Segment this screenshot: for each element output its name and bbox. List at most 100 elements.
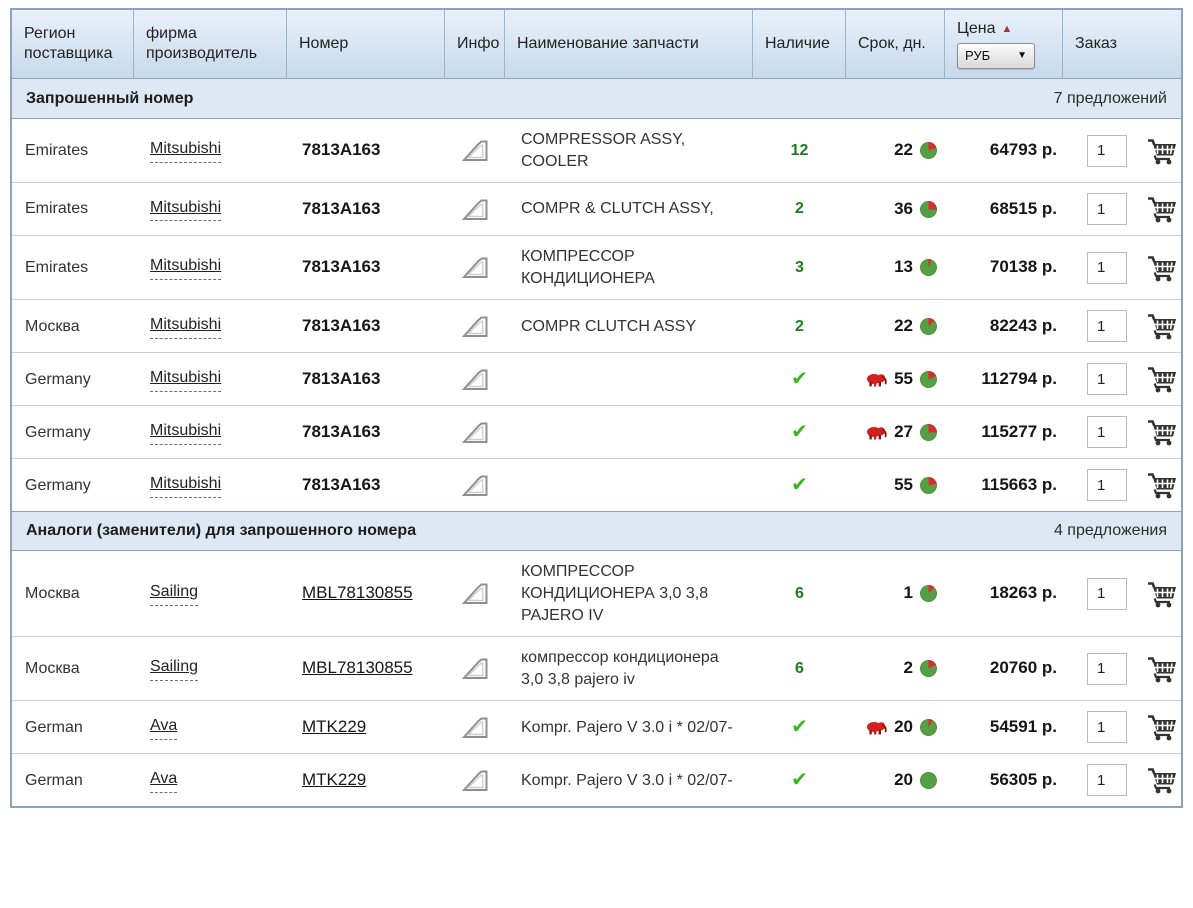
- part-photo-info-button[interactable]: [461, 716, 489, 739]
- availability-cell: 2 ✔: [753, 300, 846, 352]
- brand-link[interactable]: Mitsubishi: [150, 420, 222, 445]
- brand-cell: Mitsubishi: [134, 459, 287, 511]
- brand-link[interactable]: Mitsubishi: [150, 138, 222, 163]
- supplier-region: Germany: [25, 476, 91, 494]
- part-number: 7813A163: [302, 257, 381, 277]
- part-photo-info-button[interactable]: [461, 474, 489, 497]
- part-photo-info-button[interactable]: [461, 198, 489, 221]
- supplier-region-cell: Emirates: [12, 236, 134, 299]
- chevron-down-icon: ▼: [1017, 49, 1027, 61]
- part-name-cell: [505, 459, 753, 511]
- col-header-number: Номер: [287, 10, 445, 79]
- price-sort-link[interactable]: Цена: [957, 20, 996, 37]
- part-photo-info-button[interactable]: [461, 368, 489, 391]
- term-days: 55: [894, 368, 913, 388]
- brand-link[interactable]: Ava: [150, 768, 178, 793]
- part-photo-info-button[interactable]: [461, 769, 489, 792]
- quantity-input[interactable]: [1087, 193, 1127, 226]
- availability-count: 12: [790, 141, 809, 159]
- part-photo-info-button[interactable]: [461, 657, 489, 680]
- quantity-input[interactable]: [1087, 134, 1127, 167]
- add-to-cart-button[interactable]: [1147, 195, 1178, 223]
- brand-cell: Mitsubishi: [134, 119, 287, 182]
- col-header-region: Регион поставщика: [12, 10, 134, 79]
- sort-ascending-icon[interactable]: ▲: [1001, 22, 1013, 35]
- term-days: 1: [903, 583, 913, 603]
- offer-row: Germany Mitsubishi 7813A163 ✔: [12, 405, 1181, 459]
- price: 68515 р.: [989, 198, 1057, 218]
- term-cell: 55: [846, 353, 945, 405]
- part-name-cell: COMPR CLUTCH ASSY: [505, 300, 753, 352]
- page: Регион поставщика фирма производитель Но…: [10, 8, 1183, 809]
- red-elephant-icon: [866, 372, 887, 387]
- order-cell: [1063, 701, 1182, 753]
- price: 82243 р.: [989, 315, 1057, 335]
- quantity-input[interactable]: [1087, 363, 1127, 396]
- brand-link[interactable]: Ava: [150, 715, 178, 740]
- add-to-cart-button[interactable]: [1147, 655, 1178, 683]
- quantity-input[interactable]: [1087, 310, 1127, 343]
- brand-link[interactable]: Mitsubishi: [150, 473, 222, 498]
- brand-cell: Mitsubishi: [134, 353, 287, 405]
- order-cell: [1063, 183, 1182, 235]
- brand-link[interactable]: Mitsubishi: [150, 314, 222, 339]
- part-number[interactable]: MBL78130855: [302, 583, 413, 603]
- term-pie-indicator: [920, 585, 937, 603]
- term-pie-indicator: [920, 718, 937, 736]
- add-to-cart-button[interactable]: [1147, 312, 1178, 340]
- brand-link[interactable]: Sailing: [150, 581, 199, 607]
- term-pie-indicator: [920, 660, 937, 678]
- quantity-input[interactable]: [1087, 469, 1127, 502]
- add-to-cart-button[interactable]: [1147, 713, 1178, 741]
- part-number[interactable]: MBL78130855: [302, 658, 413, 678]
- quantity-input[interactable]: [1087, 764, 1127, 797]
- brand-link[interactable]: Mitsubishi: [150, 367, 222, 392]
- in-stock-check-icon: ✔: [791, 420, 808, 443]
- photo-info-icon: [461, 257, 487, 279]
- quantity-input[interactable]: [1087, 652, 1127, 685]
- part-number[interactable]: MTK229: [302, 716, 367, 736]
- price-cell: 70138 р.: [945, 236, 1063, 299]
- quantity-input[interactable]: [1087, 577, 1127, 610]
- quantity-input[interactable]: [1087, 416, 1127, 449]
- add-to-cart-button[interactable]: [1147, 580, 1178, 608]
- quantity-input[interactable]: [1087, 251, 1127, 284]
- add-to-cart-button[interactable]: [1147, 766, 1178, 794]
- cart-icon: [1148, 768, 1176, 794]
- brand-cell: Mitsubishi: [134, 236, 287, 299]
- part-photo-info-button[interactable]: [461, 421, 489, 444]
- supplier-region: Москва: [25, 317, 80, 335]
- add-to-cart-button[interactable]: [1147, 137, 1178, 165]
- section-requested-number: Запрошенный номер 7 предложений Emirates…: [12, 79, 1182, 512]
- add-to-cart-button[interactable]: [1147, 418, 1178, 446]
- info-cell: [445, 459, 505, 511]
- brand-cell: Mitsubishi: [134, 300, 287, 352]
- part-photo-info-button[interactable]: [461, 315, 489, 338]
- cart-icon: [1148, 367, 1176, 393]
- term-cell: 13: [846, 236, 945, 299]
- part-number-cell: 7813A163: [287, 300, 445, 352]
- term-days: 2: [903, 658, 913, 678]
- col-header-name: Наименование запчасти: [505, 10, 753, 79]
- brand-link[interactable]: Sailing: [150, 656, 199, 682]
- offer-row: German Ava MTK229 Kompr. Pajero V 3.0 i …: [12, 700, 1182, 754]
- brand-link[interactable]: Mitsubishi: [150, 197, 222, 222]
- in-stock-check-icon: ✔: [791, 768, 808, 791]
- add-to-cart-button[interactable]: [1147, 254, 1178, 282]
- term-days: 13: [894, 257, 913, 277]
- part-photo-info-button[interactable]: [461, 582, 489, 605]
- part-number: 7813A163: [302, 315, 381, 335]
- add-to-cart-button[interactable]: [1147, 471, 1178, 499]
- photo-info-icon: [461, 475, 487, 496]
- currency-select[interactable]: РУБ ▼: [957, 43, 1035, 69]
- cart-icon: [1148, 314, 1176, 340]
- price-cell: 56305 р.: [945, 754, 1063, 806]
- brand-link[interactable]: Mitsubishi: [150, 255, 222, 281]
- quantity-input[interactable]: [1087, 711, 1127, 744]
- part-number[interactable]: MTK229: [302, 769, 367, 789]
- add-to-cart-button[interactable]: [1147, 365, 1178, 393]
- part-photo-info-button[interactable]: [461, 256, 489, 279]
- cart-icon: [1148, 715, 1176, 741]
- part-name-cell: Kompr. Pajero V 3.0 i * 02/07-: [505, 754, 753, 806]
- part-photo-info-button[interactable]: [461, 139, 489, 162]
